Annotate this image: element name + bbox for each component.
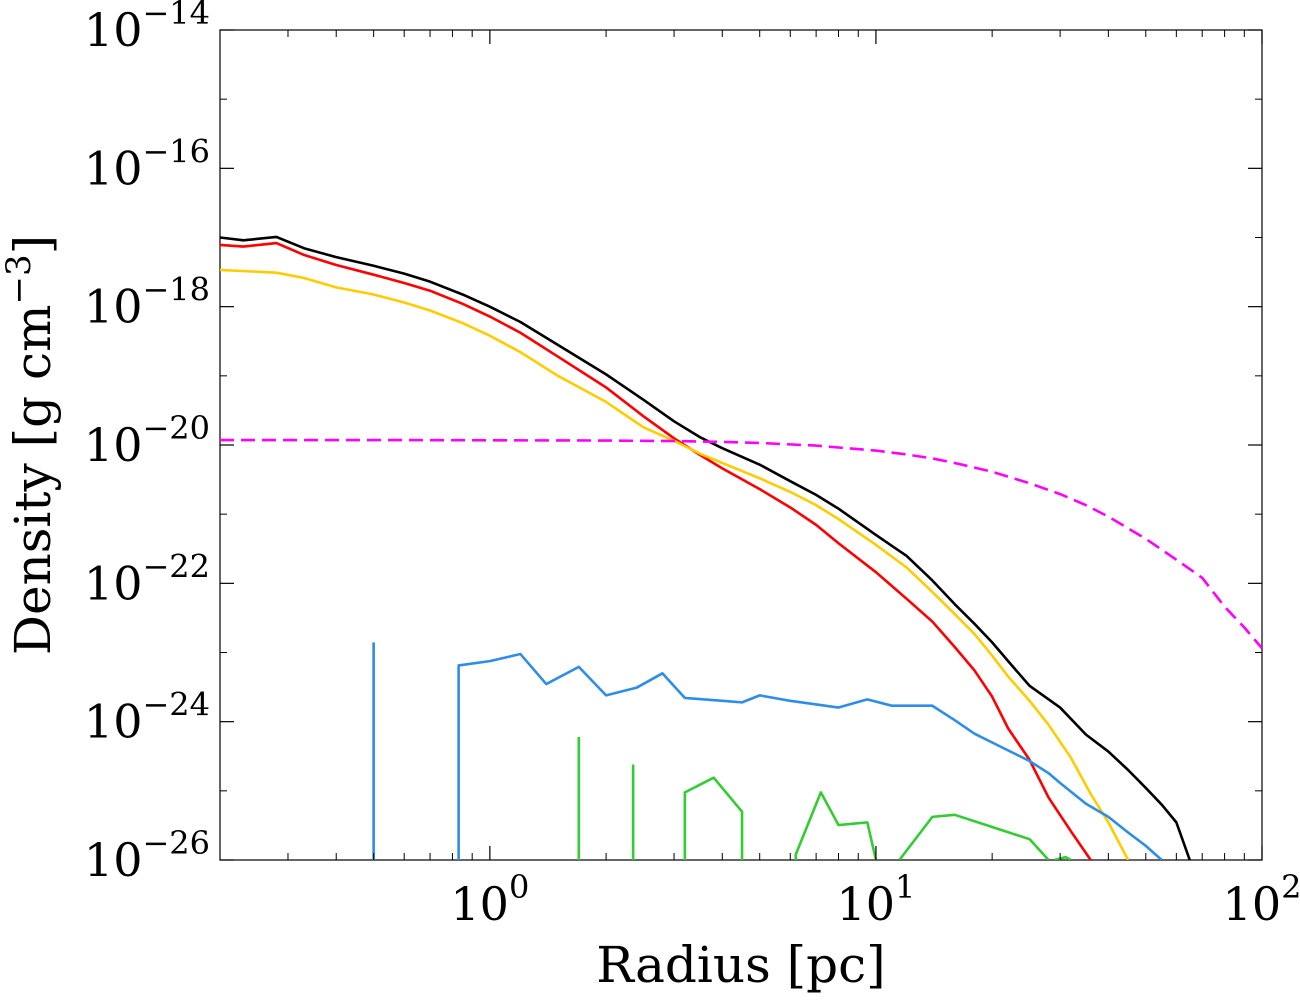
x-tick-exponent: 2 [1281,868,1300,906]
y-tick-exponent: −26 [142,824,210,862]
y-axis-label: Density [g cm−3] [0,235,62,655]
x-tick-base: 10 [1223,877,1282,931]
y-tick-label-1: 10−26 [84,824,210,887]
series-layer [220,235,1262,860]
y-tick-label-6: 10−16 [84,132,210,195]
y-tick-base: 10 [84,141,143,195]
y-tick-label-5: 10−18 [84,271,210,334]
y-tick-exponent: −16 [142,132,210,170]
y-axis-label-main: Density [g cm [4,305,62,656]
y-tick-label-7: 10−14 [84,0,210,57]
y-tick-label-4: 10−20 [84,409,210,472]
y-tick-label-3: 10−22 [84,547,210,610]
x-tick-label-3: 102 [1223,868,1300,931]
y-tick-base: 10 [84,3,143,57]
series-line-5 [577,737,1072,860]
y-tick-exponent: −22 [142,547,210,585]
y-tick-exponent: −24 [142,686,210,724]
series-line-2 [220,241,1092,860]
x-tick-label-1: 100 [450,868,529,931]
series-line-3 [220,268,1130,860]
x-tick-exponent: 1 [895,868,915,906]
tick-layer: 100 101 10210−2610−2410−2210−2010−1810−161… [84,0,1300,931]
y-tick-base: 10 [84,695,143,749]
x-tick-exponent: 0 [509,868,529,906]
y-tick-base: 10 [84,833,143,887]
series-line-1 [220,235,1191,860]
x-tick-base: 10 [450,877,509,931]
y-tick-exponent: −20 [142,409,210,447]
x-tick-label-2: 101 [836,868,915,931]
plot-area-frame [219,29,1263,861]
series-line-4 [372,642,1163,860]
x-axis-label: Radius [pc] [596,936,885,994]
y-tick-base: 10 [84,556,143,610]
x-tick-base: 10 [836,877,895,931]
y-axis-label-suffix: ] [4,235,62,255]
y-tick-base: 10 [84,418,143,472]
y-tick-exponent: −14 [142,0,210,32]
y-tick-base: 10 [84,280,143,334]
y-tick-exponent: −18 [142,271,210,309]
series-line-6 [220,438,1262,650]
y-axis-label-exponent: −3 [0,254,39,304]
y-tick-label-2: 10−24 [84,686,210,749]
